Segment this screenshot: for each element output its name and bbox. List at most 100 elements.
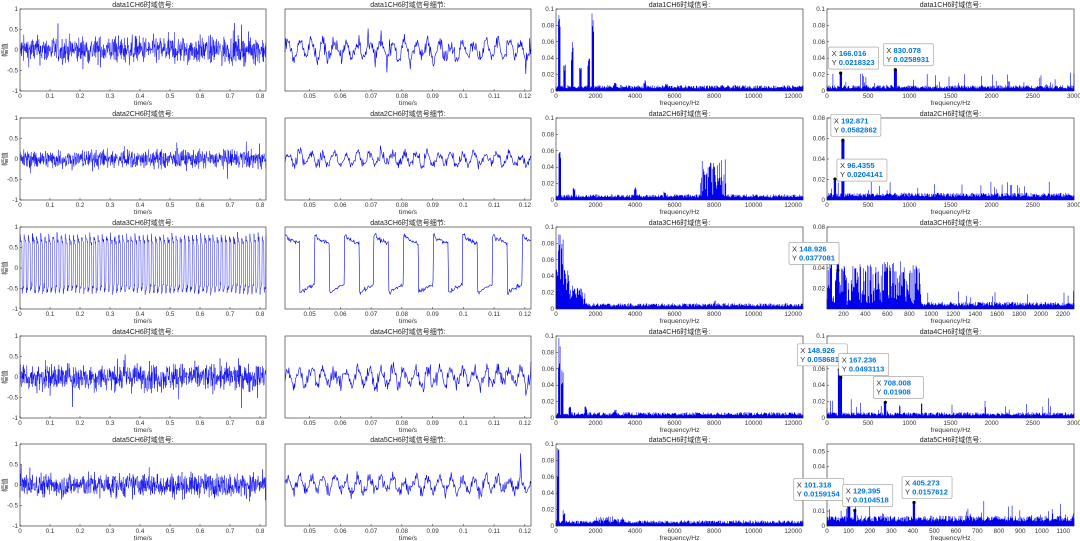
x-tick-label: 0.4	[136, 202, 145, 209]
datatip-marker	[853, 508, 857, 513]
series-line	[284, 232, 532, 296]
x-tick-label: 0.4	[136, 528, 145, 535]
x-tick-label: 0.07	[365, 420, 378, 427]
chart-title: data2CH6时域信号细节:	[370, 109, 446, 118]
datatip-y-value: 0.0586811	[807, 355, 843, 364]
x-tick-label: 0.5	[166, 311, 175, 318]
x-axis-label: frequency/Hz	[930, 318, 971, 325]
x-tick-label: 0.7	[226, 420, 235, 427]
chart-title: data4CH6时域信号细节:	[370, 327, 446, 336]
axes-box	[284, 335, 532, 419]
x-axis-label: time/s	[134, 100, 153, 107]
chart-4-2: data4CH6时域信号细节: 0.05 0.06 0.07 0.08 0.09 0.1 0.…	[284, 327, 532, 434]
x-tick-label: 100	[843, 528, 854, 535]
x-axis-label: frequency/Hz	[930, 427, 971, 434]
datatip-y-prefix: Y	[842, 365, 849, 374]
x-tick-label: 8000	[707, 93, 722, 100]
datatip-x-value: 830.078	[894, 46, 921, 55]
chart-1-4: data1CH6时域信号: 0 500 1000 1500 2000 2500 3000 0 0.…	[813, 0, 1080, 107]
x-tick-label: 12000	[784, 311, 802, 318]
x-tick-label: 1600	[990, 311, 1005, 318]
y-tick-label: -0.5	[7, 286, 18, 293]
datatip-y: Y 0.0159154	[797, 489, 841, 498]
chart-1-3: data1CH6时域信号: 0 2000 4000 6000 8000 10000 12000…	[542, 0, 804, 107]
x-tick-label: 0.6	[196, 528, 205, 535]
x-tick-label: 2000	[589, 202, 604, 209]
x-tick-label: 0	[554, 93, 558, 100]
series-line	[19, 231, 267, 296]
x-tick-label: 0.8	[256, 93, 265, 100]
x-tick-label: 10000	[745, 311, 763, 318]
y-tick-label: 0.04	[542, 490, 555, 497]
x-tick-label: 400	[908, 528, 919, 535]
datatip-y: Y 0.01908	[876, 387, 911, 396]
y-tick-label: 0.1	[545, 6, 554, 13]
x-tick-label: 0.4	[136, 420, 145, 427]
y-tick-label: 0.04	[813, 382, 826, 389]
x-tick-label: 4000	[628, 528, 643, 535]
y-tick-label: 0.06	[813, 136, 826, 143]
x-tick-label: 0.5	[166, 528, 175, 535]
x-tick-label: 0.05	[303, 93, 316, 100]
x-tick-label: 2000	[985, 202, 1000, 209]
datatip-y-prefix: Y	[792, 253, 799, 262]
datatip-marker	[836, 268, 840, 272]
x-tick-label: 8000	[707, 420, 722, 427]
chart-title: data2CH6时域信号:	[649, 109, 711, 118]
x-tick-label: 0.3	[106, 420, 115, 427]
x-tick-label: 12000	[784, 420, 802, 427]
x-tick-label: 0.06	[334, 420, 347, 427]
x-tick-label: 0.06	[334, 311, 347, 318]
datatip-x-prefix: X	[876, 378, 883, 387]
x-axis-label: frequency/Hz	[930, 100, 971, 107]
x-tick-label: 0.3	[106, 93, 115, 100]
x-tick-label: 900	[1015, 528, 1026, 535]
chart-title: data3CH6时域信号:	[112, 218, 174, 227]
datatip-x: X 148.926	[800, 346, 835, 355]
x-tick-label: 0.08	[396, 420, 409, 427]
x-axis-label: time/s	[399, 427, 418, 434]
x-tick-label: 0.07	[365, 93, 378, 100]
x-tick-label: 0.06	[334, 93, 347, 100]
datatip-x-value: 405.273	[912, 479, 939, 488]
y-tick-label: -1	[12, 415, 18, 422]
datatip-y: Y 0.0582862	[834, 125, 877, 134]
y-tick-label: 0.02	[813, 177, 826, 184]
datatip-y: Y 0.0586811	[800, 355, 843, 364]
y-tick-label: -0.5	[7, 503, 18, 510]
chart-title: data4CH6时域信号:	[649, 327, 711, 336]
x-tick-label: 0.2	[76, 528, 85, 535]
x-tick-label: 3000	[1067, 420, 1080, 427]
x-tick-label: 1200	[946, 311, 961, 318]
x-tick-label: 0.09	[426, 420, 439, 427]
datatip-box	[836, 158, 888, 182]
axes-box	[284, 443, 532, 527]
x-tick-label: 3000	[1067, 93, 1080, 100]
x-tick-label: 0.09	[426, 93, 439, 100]
datatip-y-value: 0.0377081	[799, 253, 836, 262]
chart-1-1: data1CH6时域信号: 0 0.1 0.2 0.3 0.4 0.5 0.6 0.7 0.8 -1…	[0, 0, 267, 107]
y-tick-label: 0.06	[813, 366, 826, 373]
datatip-x-prefix: X	[842, 356, 849, 365]
chart-title: data4CH6时域信号:	[112, 327, 174, 336]
x-tick-label: 1500	[943, 420, 958, 427]
datatip-x-prefix: X	[905, 479, 912, 488]
y-tick-label: 0.02	[542, 181, 555, 188]
datatip-marker	[893, 68, 897, 72]
y-tick-label: 0.08	[813, 115, 826, 122]
axes-box	[555, 8, 804, 92]
x-tick-label: 0.1	[459, 528, 468, 535]
x-tick-label: 0	[18, 93, 22, 100]
x-tick-label: 0.3	[106, 202, 115, 209]
x-tick-label: 400	[860, 311, 871, 318]
y-tick-label: -1	[12, 88, 18, 95]
x-tick-label: 2000	[1034, 311, 1049, 318]
x-tick-label: 1000	[902, 420, 917, 427]
x-axis-label: time/s	[134, 209, 153, 216]
x-tick-label: 12000	[784, 202, 802, 209]
y-tick-label: 0.06	[542, 257, 555, 264]
y-tick-label: 0.02	[813, 72, 826, 79]
